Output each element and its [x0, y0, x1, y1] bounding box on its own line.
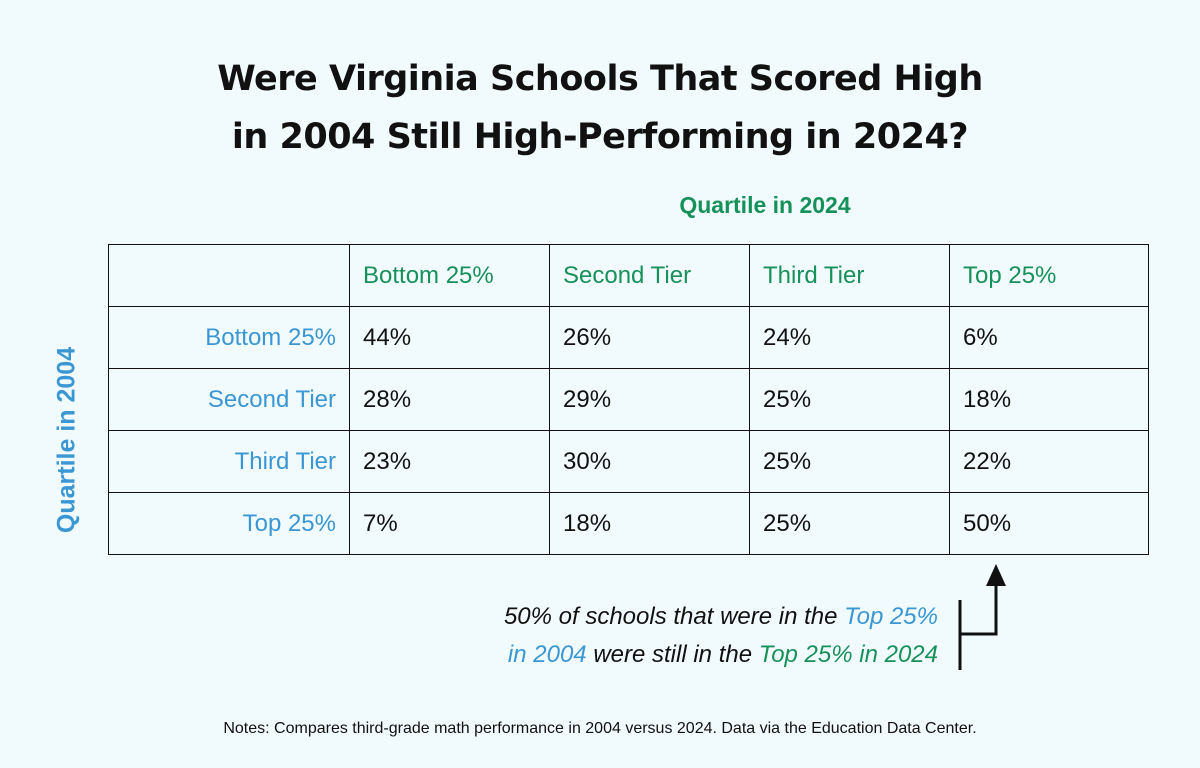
annotation-text-segment: were still in the	[586, 641, 759, 668]
annotation-highlight: Top 25% in 2024	[758, 641, 938, 668]
column-axis-label: Quartile in 2024	[679, 192, 851, 218]
chart-title-line-1: Were Virginia Schools That Scored High	[217, 59, 983, 99]
table-row: Second Tier 28% 29% 25% 18%	[108, 368, 1149, 431]
table-cell: 28%	[349, 368, 550, 431]
annotation-text-segment: 50% of schools that were in the	[503, 603, 845, 630]
annotation-text: 50% of schools that were in the Top 25% …	[300, 598, 938, 674]
annotation-line-2: in 2004 were still in the Top 25% in 202…	[300, 636, 938, 674]
table-row: Bottom 25% 44% 26% 24% 6%	[108, 306, 1149, 369]
table-row: Top 25% 7% 18% 25% 50%	[108, 492, 1149, 555]
table-cell: 25%	[749, 492, 950, 555]
row-header: Bottom 25%	[108, 306, 350, 369]
row-header: Second Tier	[108, 368, 350, 431]
table-cell: 24%	[749, 306, 950, 369]
table-cell: 6%	[949, 306, 1149, 369]
annotation-highlight: Top 25%	[844, 603, 938, 630]
table-cell: 30%	[549, 430, 750, 493]
annotation-arrow-icon	[958, 564, 1006, 670]
annotation-line-1: 50% of schools that were in the Top 25%	[300, 598, 938, 636]
row-header: Third Tier	[108, 430, 350, 493]
table-cell: 18%	[549, 492, 750, 555]
table-cell: 18%	[949, 368, 1149, 431]
table-header-row: Bottom 25% Second Tier Third Tier Top 25…	[108, 244, 1149, 307]
table-cell: 7%	[349, 492, 550, 555]
table-cell: 44%	[349, 306, 550, 369]
table-cell: 25%	[749, 368, 950, 431]
table-row: Third Tier 23% 30% 25% 22%	[108, 430, 1149, 493]
column-header: Third Tier	[749, 244, 950, 307]
table-cell: 50%	[949, 492, 1149, 555]
table-cell: 23%	[349, 430, 550, 493]
chart-title: Were Virginia Schools That Scored High i…	[0, 50, 1200, 166]
column-header: Second Tier	[549, 244, 750, 307]
column-header: Bottom 25%	[349, 244, 550, 307]
column-header: Top 25%	[949, 244, 1149, 307]
footnote: Notes: Compares third-grade math perform…	[223, 720, 977, 737]
quartile-table: Bottom 25% Second Tier Third Tier Top 25…	[108, 244, 1149, 555]
chart-title-line-2: in 2004 Still High-Performing in 2024?	[231, 117, 969, 157]
annotation-highlight: in 2004	[507, 641, 587, 668]
row-axis-label: Quartile in 2004	[52, 346, 81, 534]
table-cell: 22%	[949, 430, 1149, 493]
row-header: Top 25%	[108, 492, 350, 555]
corner-cell	[108, 244, 350, 307]
table-cell: 26%	[549, 306, 750, 369]
table-cell: 25%	[749, 430, 950, 493]
table-cell: 29%	[549, 368, 750, 431]
